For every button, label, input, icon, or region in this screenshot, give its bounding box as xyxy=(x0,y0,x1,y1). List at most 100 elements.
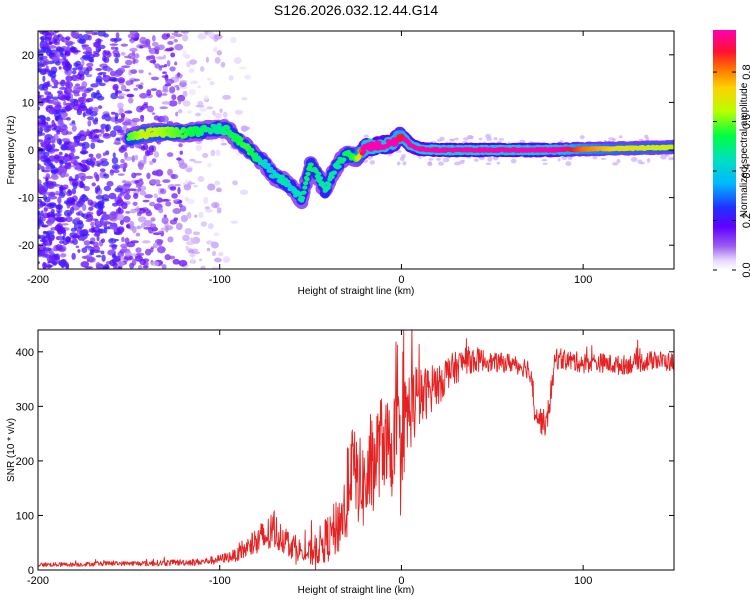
noise-speckle xyxy=(137,162,145,167)
noise-speckle xyxy=(162,89,169,93)
noise-speckle xyxy=(214,56,221,64)
noise-speckle xyxy=(107,249,117,256)
noise-speckle xyxy=(58,216,67,223)
noise-speckle xyxy=(48,41,53,45)
noise-speckle xyxy=(139,92,148,99)
noise-speckle xyxy=(154,63,161,69)
noise-speckle xyxy=(119,191,126,196)
noise-speckle xyxy=(190,256,195,264)
noise-speckle xyxy=(86,62,94,67)
noise-speckle xyxy=(72,182,78,190)
noise-speckle xyxy=(42,261,47,269)
noise-speckle xyxy=(42,75,46,82)
noise-speckle xyxy=(38,90,41,96)
noise-speckle xyxy=(129,220,133,228)
noise-speckle xyxy=(43,47,52,54)
noise-speckle xyxy=(116,213,125,221)
noise-speckle xyxy=(99,168,106,172)
noise-speckle xyxy=(125,211,131,214)
noise-speckle xyxy=(147,45,151,50)
noise-speckle xyxy=(81,164,88,170)
noise-speckle xyxy=(121,246,128,253)
noise-speckle xyxy=(56,138,62,145)
noise-speckle xyxy=(142,199,150,203)
noise-speckle xyxy=(50,56,60,61)
noise-speckle xyxy=(110,111,116,115)
noise-speckle xyxy=(156,56,165,60)
noise-speckle xyxy=(203,95,209,101)
noise-speckle xyxy=(178,259,188,267)
noise-speckle xyxy=(70,31,80,39)
noise-speckle xyxy=(182,50,187,58)
noise-speckle xyxy=(39,102,44,107)
noise-speckle xyxy=(79,229,89,236)
noise-speckle xyxy=(120,51,126,56)
noise-speckle xyxy=(81,59,85,67)
chart-title: S126.2026.032.12.44.G14 xyxy=(274,2,438,18)
noise-speckle xyxy=(162,198,169,202)
noise-speckle xyxy=(240,125,249,132)
noise-speckle xyxy=(214,203,218,208)
noise-speckle xyxy=(134,154,139,161)
noise-speckle xyxy=(83,240,91,246)
spectrogram-x-tick-label: -200 xyxy=(27,274,49,286)
noise-speckle xyxy=(42,231,49,235)
ridge-mark xyxy=(316,171,322,177)
ridge-mark xyxy=(305,171,311,176)
snr-series-line xyxy=(38,330,674,570)
noise-speckle xyxy=(48,192,55,197)
noise-speckle xyxy=(459,160,465,165)
noise-speckle xyxy=(50,208,55,214)
noise-speckle xyxy=(182,234,190,242)
noise-speckle xyxy=(112,262,118,268)
ridge-mark xyxy=(238,137,244,142)
noise-speckle xyxy=(95,220,100,225)
noise-speckle xyxy=(75,164,81,169)
noise-speckle xyxy=(210,149,216,157)
noise-speckle xyxy=(214,180,221,186)
noise-speckle xyxy=(149,178,158,185)
noise-speckle xyxy=(190,238,194,243)
noise-speckle xyxy=(66,204,71,209)
colorbar-tick-label: 0.8 xyxy=(741,64,750,79)
noise-speckle xyxy=(56,47,65,52)
noise-speckle xyxy=(93,41,101,48)
noise-speckle xyxy=(88,153,94,158)
noise-speckle xyxy=(161,216,169,225)
noise-speckle xyxy=(65,263,70,269)
noise-speckle xyxy=(140,145,146,151)
noise-speckle xyxy=(153,151,160,158)
noise-speckle xyxy=(85,219,93,223)
noise-speckle xyxy=(122,121,132,126)
noise-speckle xyxy=(113,37,122,42)
noise-speckle xyxy=(166,152,174,157)
noise-speckle xyxy=(165,78,175,85)
noise-speckle xyxy=(176,157,182,161)
noise-speckle xyxy=(233,56,242,65)
noise-speckle xyxy=(579,135,585,140)
ridge-mark xyxy=(148,127,154,132)
noise-speckle xyxy=(38,48,41,52)
noise-speckle xyxy=(640,161,645,165)
noise-speckle xyxy=(55,61,61,66)
noise-speckle xyxy=(38,106,41,111)
ridge-mark xyxy=(376,140,382,145)
noise-speckle xyxy=(91,182,96,187)
noise-speckle xyxy=(43,207,49,212)
snr-x-tick-label: 0 xyxy=(398,575,404,587)
noise-speckle xyxy=(72,104,82,111)
noise-speckle xyxy=(80,151,87,155)
noise-speckle xyxy=(71,70,77,75)
noise-speckle xyxy=(115,46,119,51)
noise-speckle xyxy=(51,98,59,105)
noise-speckle xyxy=(172,258,180,265)
noise-speckle xyxy=(142,265,149,269)
noise-speckle xyxy=(131,172,137,179)
noise-speckle xyxy=(107,66,111,73)
spectrogram-y-label: Frequency (Hz) xyxy=(6,116,17,185)
noise-speckle xyxy=(91,164,95,168)
noise-speckle xyxy=(122,167,126,172)
noise-speckle xyxy=(241,97,248,101)
noise-speckle xyxy=(157,246,166,254)
